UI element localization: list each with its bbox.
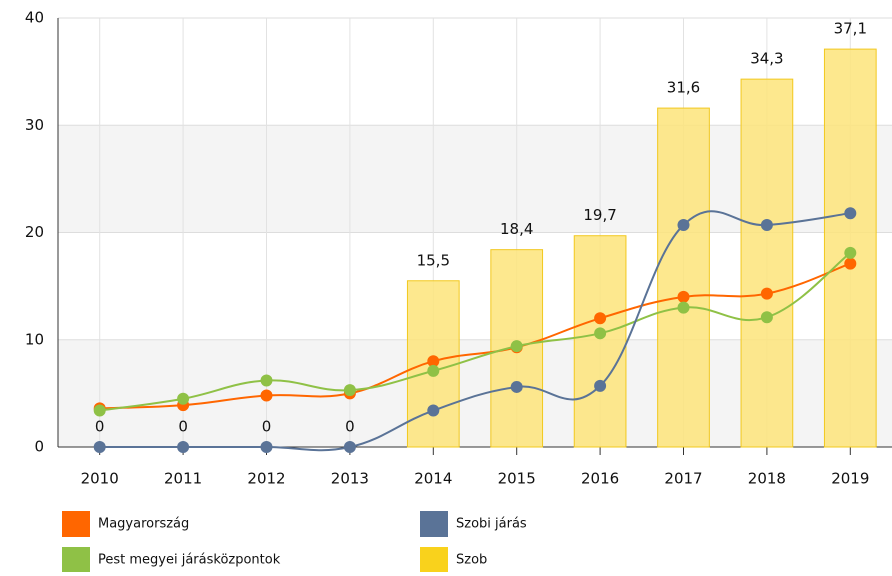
point: [343, 441, 356, 453]
x-tick-label: 2019: [831, 470, 869, 488]
legend-label: Szob: [456, 553, 487, 568]
data-label: 34,3: [750, 50, 783, 68]
point: [677, 301, 690, 314]
point: [510, 380, 523, 393]
point: [594, 312, 607, 325]
data-label: 0: [178, 418, 188, 436]
point: [844, 246, 857, 259]
point: [510, 340, 523, 353]
point: [427, 355, 440, 368]
point: [343, 384, 356, 397]
point: [844, 207, 857, 220]
data-label: 31,6: [667, 79, 700, 97]
data-label: 37,1: [834, 20, 867, 38]
point: [177, 441, 190, 453]
point: [427, 364, 440, 377]
point: [677, 290, 690, 303]
legend-label: Szobi járás: [456, 517, 527, 532]
data-label: 18,4: [500, 220, 533, 238]
x-tick-label: 2014: [414, 470, 452, 488]
line: [99, 252, 851, 412]
line: [99, 262, 851, 410]
y-tick-label: 40: [25, 9, 44, 27]
point: [760, 218, 773, 231]
point: [760, 287, 773, 300]
y-tick-label: 30: [25, 116, 44, 134]
x-tick-label: 2011: [164, 470, 202, 488]
data-label: 0: [262, 418, 272, 436]
point: [427, 404, 440, 417]
point: [177, 392, 190, 405]
bar: [740, 78, 794, 448]
point: [594, 327, 607, 340]
y-tick-label: 20: [25, 223, 44, 241]
y-tick-label: 10: [25, 330, 44, 348]
point: [260, 441, 273, 453]
point: [93, 441, 106, 453]
x-tick-label: 2013: [331, 470, 369, 488]
point: [677, 218, 690, 231]
data-label: 15,5: [417, 251, 450, 269]
legend-swatch: [420, 511, 448, 537]
line: [99, 210, 851, 452]
x-tick-label: 2012: [247, 470, 285, 488]
bar: [573, 235, 627, 448]
legend-label: Pest megyei járásközpontok: [98, 553, 281, 568]
data-label: 0: [95, 418, 105, 436]
legend-label: Magyarország: [98, 517, 189, 532]
legend-swatch: [420, 547, 448, 573]
x-tick-label: 2018: [748, 470, 786, 488]
x-tick-label: 2015: [498, 470, 536, 488]
point: [93, 404, 106, 417]
point: [260, 389, 273, 402]
y-tick-label: 0: [34, 438, 44, 456]
point: [594, 379, 607, 392]
bar: [657, 107, 710, 448]
point: [760, 311, 773, 324]
x-tick-label: 2017: [664, 470, 702, 488]
data-label: 19,7: [583, 206, 616, 224]
x-tick-label: 2010: [81, 470, 119, 488]
point: [260, 374, 273, 387]
data-label: 0: [345, 418, 355, 436]
legend-swatch: [62, 547, 90, 573]
legend-swatch: [62, 511, 90, 537]
x-tick-label: 2016: [581, 470, 619, 488]
point: [844, 257, 857, 270]
